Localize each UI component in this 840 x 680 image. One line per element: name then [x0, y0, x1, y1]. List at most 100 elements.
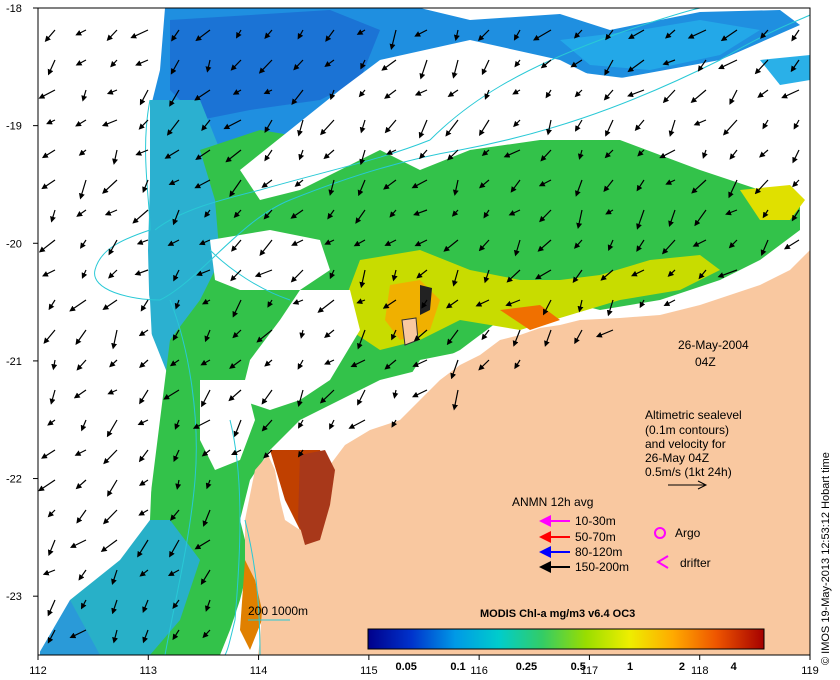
velocity-arrow: [76, 209, 87, 217]
velocity-arrow: [357, 329, 366, 350]
velocity-arrow: [576, 209, 583, 230]
velocity-arrow: [170, 59, 180, 75]
velocity-arrow: [510, 179, 521, 193]
velocity-arrow: [329, 269, 336, 280]
velocity-arrow: [793, 119, 800, 130]
velocity-arrow: [192, 419, 211, 429]
depth-key: 200 1000m: [248, 604, 308, 621]
velocity-arrow: [324, 59, 335, 67]
velocity-arrow: [78, 569, 87, 581]
velocity-arrow: [138, 479, 149, 486]
velocity-arrow: [411, 179, 428, 189]
velocity-arrow: [76, 359, 87, 371]
velocity-arrow: [201, 119, 211, 132]
velocity-arrow: [47, 629, 56, 644]
velocity-arrow: [603, 89, 614, 101]
velocity-arrow: [533, 29, 552, 41]
velocity-arrow: [44, 29, 56, 42]
velocity-arrow: [453, 29, 460, 42]
lat-tick-label: -18: [6, 3, 22, 15]
velocity-arrow: [264, 29, 273, 39]
velocity-arrow: [294, 179, 304, 187]
velocity-arrow: [636, 209, 645, 230]
velocity-arrow: [111, 569, 118, 586]
anmn-legend: ANMN 12h avg 10-30m 50-70m 80-120m 150-2…: [512, 495, 711, 574]
velocity-arrow: [391, 329, 397, 341]
velocity-arrow: [605, 208, 614, 215]
velocity-arrow: [101, 119, 118, 127]
velocity-arrow: [261, 179, 273, 188]
velocity-arrow: [329, 89, 336, 101]
velocity-arrow: [47, 599, 56, 617]
velocity-arrow: [261, 419, 273, 432]
velocity-arrow: [359, 269, 366, 289]
velocity-arrow: [48, 299, 56, 311]
velocity-arrow: [172, 329, 180, 341]
velocity-arrow: [451, 59, 459, 79]
velocity-arrow: [389, 209, 397, 218]
velocity-arrow: [754, 59, 769, 75]
velocity-arrow: [329, 419, 335, 430]
velocity-arrow: [261, 389, 273, 405]
velocity-arrow: [573, 29, 583, 39]
svg-text:and velocity for: and velocity for: [645, 437, 726, 451]
velocity-arrow: [163, 389, 180, 400]
velocity-arrow: [38, 89, 56, 99]
velocity-arrow: [636, 239, 645, 252]
velocity-arrow: [142, 629, 149, 644]
velocity-arrow: [791, 29, 800, 42]
velocity-arrow: [228, 389, 242, 402]
velocity-arrow: [173, 269, 180, 282]
velocity-arrow: [291, 239, 304, 246]
velocity-arrow: [75, 329, 87, 345]
velocity-arrow: [729, 149, 738, 160]
velocity-arrow: [171, 29, 180, 42]
velocity-arrow: [668, 209, 676, 228]
legend-title: ANMN 12h avg: [512, 495, 593, 509]
velocity-arrow: [166, 119, 180, 136]
velocity-arrow: [540, 149, 552, 162]
velocity-arrow: [109, 359, 118, 368]
lat-axis: -18 -19 -20 -21 -22 -23: [6, 3, 38, 603]
velocity-arrow: [263, 88, 273, 95]
velocity-arrow: [358, 89, 366, 98]
lon-tick-label: 112: [29, 665, 47, 677]
velocity-arrow: [297, 449, 304, 458]
velocity-arrow: [702, 149, 708, 159]
velocity-arrow: [142, 179, 149, 193]
velocity-arrow: [512, 329, 521, 347]
velocity-arrow: [570, 59, 583, 68]
velocity-arrow: [142, 599, 149, 613]
lon-tick-label: 119: [801, 665, 819, 677]
velocity-arrow: [357, 179, 366, 197]
velocity-arrow: [360, 59, 366, 70]
velocity-arrow: [198, 239, 211, 246]
velocity-arrow: [46, 118, 56, 125]
velocity-arrow: [103, 509, 118, 525]
velocity-arrow: [483, 209, 490, 219]
velocity-arrow: [606, 299, 614, 317]
velocity-arrow: [81, 269, 88, 279]
velocity-arrow: [200, 569, 211, 585]
velocity-arrow: [69, 629, 87, 639]
velocity-arrow: [506, 269, 521, 283]
velocity-arrow: [223, 119, 242, 130]
velocity-arrow: [574, 89, 583, 98]
velocity-arrow: [232, 329, 242, 339]
velocity-arrow: [172, 209, 180, 226]
velocity-arrow: [204, 209, 211, 218]
velocity-arrow: [412, 359, 428, 367]
velocity-arrow: [132, 209, 149, 224]
velocity-arrow: [134, 269, 149, 276]
velocity-arrow: [539, 209, 552, 223]
colorbar-tick-label: 1: [627, 661, 633, 673]
velocity-arrow: [636, 179, 645, 192]
velocity-arrow: [324, 359, 335, 365]
velocity-arrow: [230, 59, 242, 71]
velocity-arrow: [478, 179, 490, 189]
velocity-arrow: [694, 209, 707, 227]
colorbar: MODIS Chl-a mg/m3 v6.4 OC3 0.05 0.1 0.25 0.…: [367, 608, 765, 673]
velocity-arrow: [382, 299, 397, 309]
velocity-arrow: [108, 269, 118, 279]
velocity-arrow: [259, 239, 273, 256]
